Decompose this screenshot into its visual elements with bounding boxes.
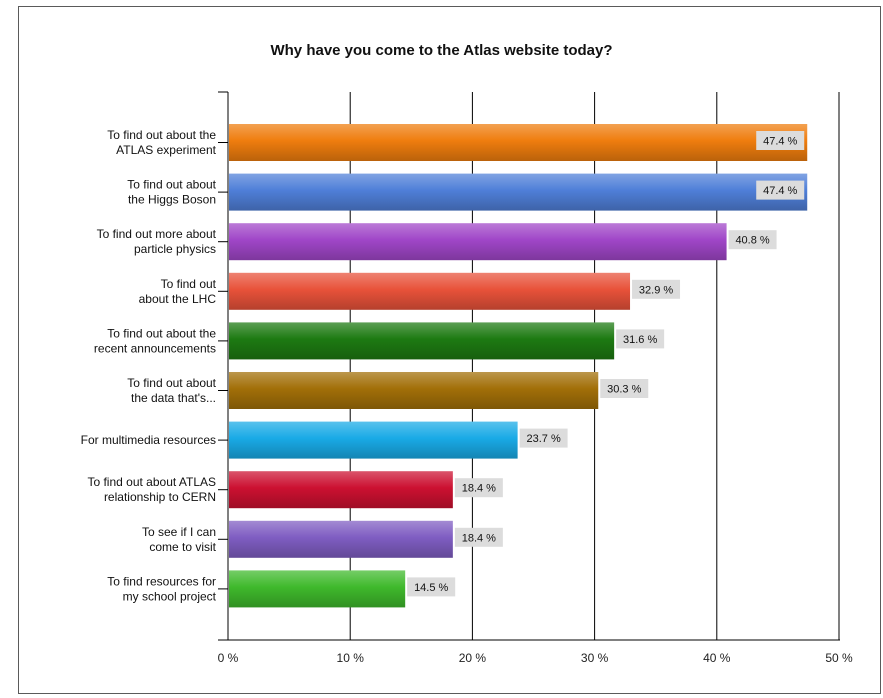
data-label-box — [756, 131, 805, 150]
category-label: To find out about — [127, 376, 216, 390]
category-label: To find resources for — [107, 574, 216, 588]
data-label: 40.8 % — [735, 235, 769, 247]
bar — [229, 223, 727, 261]
data-label: 18.4 % — [462, 532, 496, 544]
x-tick-label: 40 % — [703, 651, 731, 665]
category-label: To find out — [161, 277, 217, 291]
data-label-box — [728, 230, 777, 250]
bar — [229, 372, 599, 409]
data-label-box — [454, 478, 503, 498]
category-label: the Higgs Boson — [128, 193, 216, 207]
x-tick-labels: 0 % 10 % 20 % 30 % 40 % 50 % — [218, 651, 853, 665]
category-label: my school project — [123, 589, 217, 603]
category-label: For multimedia resources — [81, 433, 216, 447]
category-label: particle physics — [134, 242, 216, 256]
data-label-box — [600, 379, 649, 398]
bar — [229, 173, 808, 211]
data-label: 23.7 % — [526, 433, 560, 445]
data-labels: 47.4 % 47.4 % 40.8 % 32.9 % 31.6 % 30.3 % 23.7… — [407, 131, 805, 597]
bar — [229, 124, 808, 161]
bar — [229, 272, 631, 310]
x-tick-label: 50 % — [825, 651, 853, 665]
bar — [229, 471, 453, 509]
category-label: To see if I can — [142, 525, 216, 539]
category-label: To find out about — [127, 178, 216, 192]
x-tick-label: 10 % — [337, 651, 365, 665]
category-label: come to visit — [149, 540, 216, 554]
chart-title: Why have you come to the Atlas website t… — [270, 42, 613, 59]
data-label: 30.3 % — [607, 384, 641, 396]
data-label-box — [616, 329, 665, 349]
category-label: To find out more about — [97, 227, 217, 241]
data-label: 47.4 % — [763, 185, 797, 197]
category-label: about the LHC — [139, 292, 217, 306]
data-label: 14.5 % — [414, 582, 448, 594]
bar — [229, 421, 518, 459]
x-tick-label: 20 % — [459, 651, 487, 665]
data-label-box — [632, 279, 681, 299]
data-label-box — [407, 577, 456, 597]
category-label: the data that's... — [131, 391, 216, 405]
bar — [229, 520, 453, 558]
data-label-box — [756, 180, 805, 200]
axes — [218, 91, 840, 641]
data-label: 18.4 % — [462, 483, 496, 495]
category-label: ATLAS experiment — [116, 143, 216, 157]
bar — [229, 322, 615, 360]
bars — [229, 124, 808, 608]
category-label: To find out about the — [107, 326, 216, 340]
data-label: 47.4 % — [763, 136, 797, 148]
data-label: 31.6 % — [623, 334, 657, 346]
data-label-box — [454, 527, 503, 547]
x-tick-label: 30 % — [581, 651, 609, 665]
category-label: recent announcements — [94, 341, 216, 355]
category-label: To find out about the — [107, 128, 216, 142]
category-label: To find out about ATLAS — [87, 475, 216, 489]
category-label: relationship to CERN — [104, 490, 216, 504]
data-label: 32.9 % — [639, 284, 673, 296]
bar — [229, 570, 406, 608]
x-tick-label: 0 % — [218, 651, 239, 665]
data-label-box — [519, 428, 568, 448]
